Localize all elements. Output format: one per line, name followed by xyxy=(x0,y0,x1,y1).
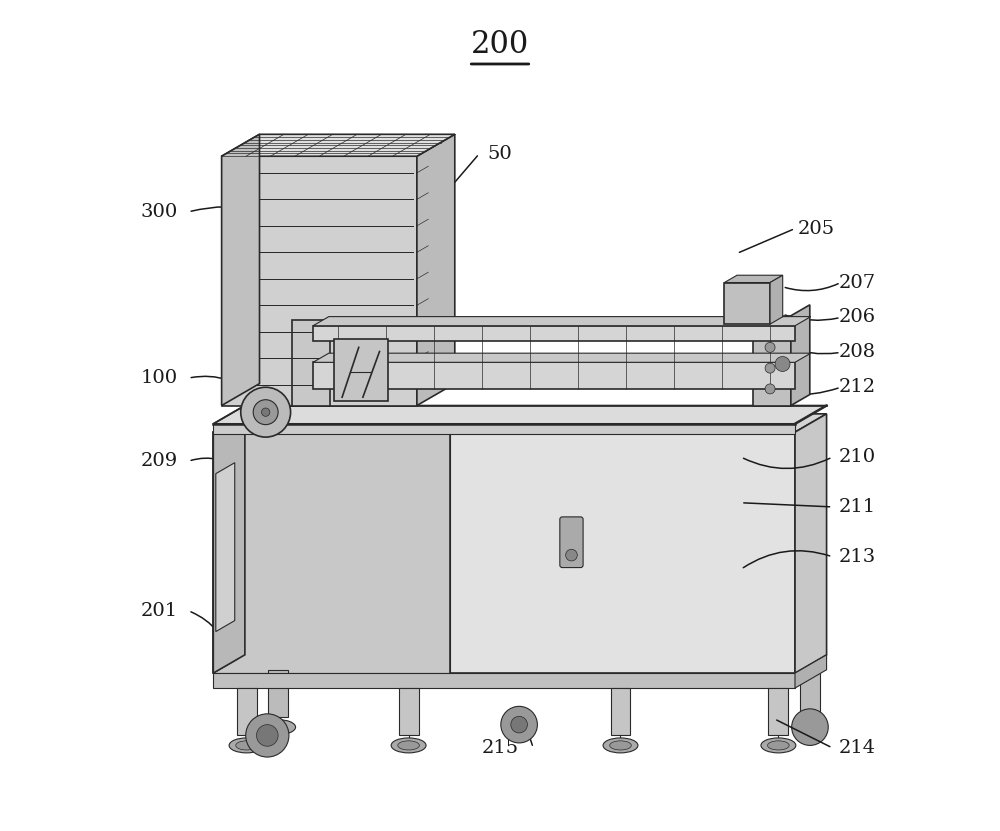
Ellipse shape xyxy=(603,738,638,753)
Ellipse shape xyxy=(793,720,827,735)
Text: 209: 209 xyxy=(141,452,178,470)
Circle shape xyxy=(241,387,291,437)
Text: 205: 205 xyxy=(797,219,834,238)
Polygon shape xyxy=(313,317,811,326)
Polygon shape xyxy=(213,414,827,432)
Polygon shape xyxy=(724,275,783,283)
Polygon shape xyxy=(213,673,795,688)
Circle shape xyxy=(792,709,828,745)
Ellipse shape xyxy=(768,741,789,750)
Text: 211: 211 xyxy=(839,498,876,516)
Ellipse shape xyxy=(761,738,796,753)
Text: 213: 213 xyxy=(839,548,876,566)
Circle shape xyxy=(246,714,289,757)
Text: 201: 201 xyxy=(141,602,178,620)
Polygon shape xyxy=(292,320,330,406)
Text: 208: 208 xyxy=(839,343,876,361)
Text: 200: 200 xyxy=(471,29,529,60)
Polygon shape xyxy=(334,339,388,401)
Circle shape xyxy=(765,384,775,394)
Polygon shape xyxy=(791,305,810,406)
Polygon shape xyxy=(213,406,827,424)
Polygon shape xyxy=(795,655,827,688)
Text: 212: 212 xyxy=(839,378,876,396)
Text: 300: 300 xyxy=(141,203,178,221)
Ellipse shape xyxy=(610,741,631,750)
Text: 206: 206 xyxy=(839,308,876,327)
Polygon shape xyxy=(611,688,630,735)
Circle shape xyxy=(765,363,775,373)
Polygon shape xyxy=(313,353,811,362)
Text: 100: 100 xyxy=(141,369,178,387)
Ellipse shape xyxy=(398,741,419,750)
Circle shape xyxy=(253,400,278,425)
Polygon shape xyxy=(213,424,795,434)
Circle shape xyxy=(765,342,775,352)
Polygon shape xyxy=(213,417,239,673)
Polygon shape xyxy=(753,316,791,406)
Polygon shape xyxy=(399,688,419,735)
Polygon shape xyxy=(268,670,288,717)
Circle shape xyxy=(262,408,270,416)
Text: 50: 50 xyxy=(488,145,512,163)
Polygon shape xyxy=(768,688,788,735)
Ellipse shape xyxy=(229,738,264,753)
Ellipse shape xyxy=(391,738,426,753)
Circle shape xyxy=(775,356,790,371)
Circle shape xyxy=(501,706,537,743)
Polygon shape xyxy=(237,688,257,735)
Polygon shape xyxy=(222,135,260,406)
Polygon shape xyxy=(313,326,795,341)
FancyBboxPatch shape xyxy=(560,517,583,568)
Polygon shape xyxy=(222,135,455,156)
Ellipse shape xyxy=(236,741,257,750)
Polygon shape xyxy=(216,463,235,632)
Ellipse shape xyxy=(261,720,296,735)
Polygon shape xyxy=(795,414,827,673)
Polygon shape xyxy=(313,362,795,389)
Circle shape xyxy=(257,725,278,746)
Polygon shape xyxy=(222,156,417,406)
Polygon shape xyxy=(213,414,245,673)
Text: 214: 214 xyxy=(839,739,876,757)
Polygon shape xyxy=(213,432,795,673)
Circle shape xyxy=(566,549,577,561)
Circle shape xyxy=(511,716,527,733)
Text: 210: 210 xyxy=(839,448,876,466)
Text: 215: 215 xyxy=(481,739,519,757)
Polygon shape xyxy=(417,135,455,406)
Text: 207: 207 xyxy=(839,273,876,292)
Polygon shape xyxy=(770,275,783,324)
Polygon shape xyxy=(213,432,450,673)
FancyBboxPatch shape xyxy=(724,283,770,324)
Polygon shape xyxy=(800,670,820,717)
